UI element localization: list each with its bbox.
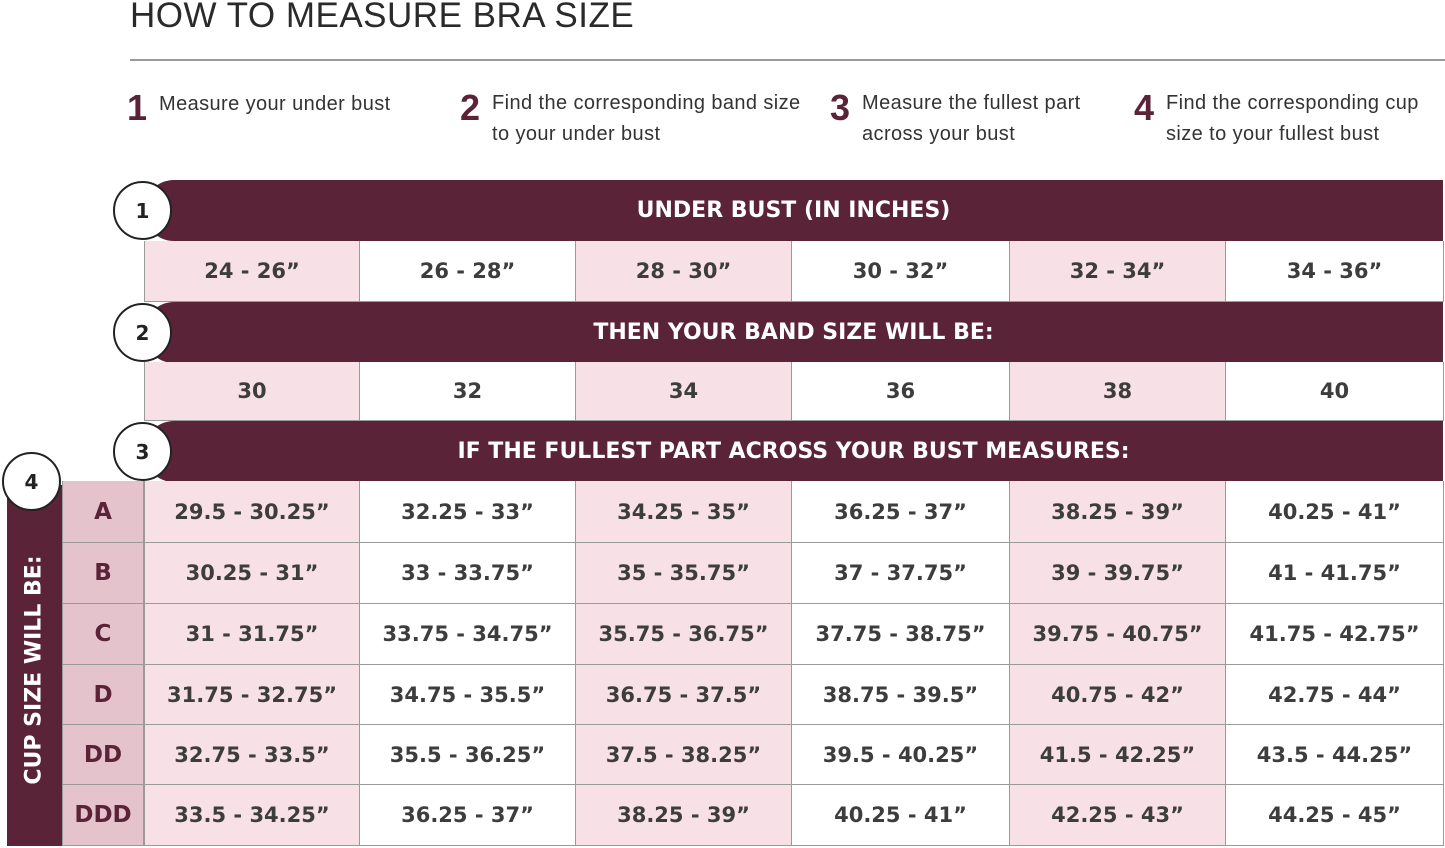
cup-letter-cell: C [62,604,144,665]
under-bust-cell: 28 - 30” [576,241,792,302]
bust-range-cell: 36.25 - 37” [792,481,1010,543]
bust-range-cell: 29.5 - 30.25” [144,481,360,543]
bust-range-cell: 40.75 - 42” [1010,665,1226,725]
divider [130,59,1445,61]
bust-range-cell: 35.5 - 36.25” [360,725,576,785]
cup-letter-cell: DD [62,725,144,785]
bust-range-cell: 33.5 - 34.25” [144,785,360,846]
bust-measure-header: IF THE FULLEST PART ACROSS YOUR BUST MEA… [144,421,1443,482]
step-text: Measure the fullest part across your bus… [862,92,1081,145]
step-number: 4 [1134,87,1155,128]
step-number: 2 [460,87,481,128]
bust-range-cell: 39.75 - 40.75” [1010,604,1226,665]
step-4-badge: 4 [2,452,61,511]
band-size-cell: 34 [576,362,792,421]
bust-range-cell: 37.75 - 38.75” [792,604,1010,665]
band-size-header: THEN YOUR BAND SIZE WILL BE: [144,302,1443,363]
bust-range-cell: 40.25 - 41” [1226,481,1444,543]
band-size-cell: 38 [1010,362,1226,421]
under-bust-header: UNDER BUST (IN INCHES) [144,180,1443,241]
under-bust-cell: 24 - 26” [144,241,360,302]
bust-range-cell: 35.75 - 36.75” [576,604,792,665]
bust-range-cell: 41 - 41.75” [1226,543,1444,604]
step-2: 2 Find the corresponding band size to yo… [460,88,802,150]
bust-range-cell: 42.75 - 44” [1226,665,1444,725]
bust-range-cell: 36.25 - 37” [360,785,576,846]
bust-range-cell: 35 - 35.75” [576,543,792,604]
step-number: 1 [127,87,148,128]
band-size-cell: 36 [792,362,1010,421]
step-3-badge: 3 [113,422,172,481]
step-3: 3 Measure the fullest part across your b… [830,88,1092,150]
bust-range-cell: 33 - 33.75” [360,543,576,604]
cup-size-bar [7,485,62,846]
cup-size-label: CUP SIZE WILL BE: [21,555,47,785]
bust-range-cell: 31.75 - 32.75” [144,665,360,725]
band-size-cell: 32 [360,362,576,421]
bust-range-cell: 41.5 - 42.25” [1010,725,1226,785]
bust-range-cell: 33.75 - 34.75” [360,604,576,665]
cup-letter-cell: D [62,665,144,725]
bust-range-cell: 32.25 - 33” [360,481,576,543]
bust-range-cell: 38.25 - 39” [1010,481,1226,543]
step-1-badge: 1 [113,181,172,240]
step-text: Find the corresponding cup size to your … [1166,92,1419,145]
under-bust-cell: 34 - 36” [1226,241,1444,302]
step-4: 4 Find the corresponding cup size to you… [1134,88,1445,150]
bust-range-cell: 44.25 - 45” [1226,785,1444,846]
bust-range-cell: 30.25 - 31” [144,543,360,604]
bust-range-cell: 40.25 - 41” [792,785,1010,846]
bust-range-cell: 32.75 - 33.5” [144,725,360,785]
page-title: HOW TO MEASURE BRA SIZE [130,0,635,35]
bust-range-cell: 37 - 37.75” [792,543,1010,604]
bust-range-cell: 39.5 - 40.25” [792,725,1010,785]
under-bust-cell: 30 - 32” [792,241,1010,302]
step-text: Find the corresponding band size to your… [492,92,801,145]
bust-range-cell: 31 - 31.75” [144,604,360,665]
cup-letter-cell: B [62,543,144,604]
bust-range-cell: 42.25 - 43” [1010,785,1226,846]
bust-range-cell: 41.75 - 42.75” [1226,604,1444,665]
step-text: Measure your under bust [159,93,391,115]
band-size-cell: 40 [1226,362,1444,421]
cup-letter-cell: DDD [62,785,144,846]
step-2-badge: 2 [113,303,172,362]
bust-range-cell: 39 - 39.75” [1010,543,1226,604]
step-1: 1 Measure your under bust [127,88,429,126]
bust-range-cell: 34.25 - 35” [576,481,792,543]
under-bust-cell: 32 - 34” [1010,241,1226,302]
bust-range-cell: 43.5 - 44.25” [1226,725,1444,785]
bust-range-cell: 37.5 - 38.25” [576,725,792,785]
bust-range-cell: 34.75 - 35.5” [360,665,576,725]
bust-range-cell: 38.25 - 39” [576,785,792,846]
band-size-cell: 30 [144,362,360,421]
step-number: 3 [830,87,851,128]
bust-range-cell: 36.75 - 37.5” [576,665,792,725]
bust-range-cell: 38.75 - 39.5” [792,665,1010,725]
cup-letter-cell: A [62,481,144,543]
under-bust-cell: 26 - 28” [360,241,576,302]
